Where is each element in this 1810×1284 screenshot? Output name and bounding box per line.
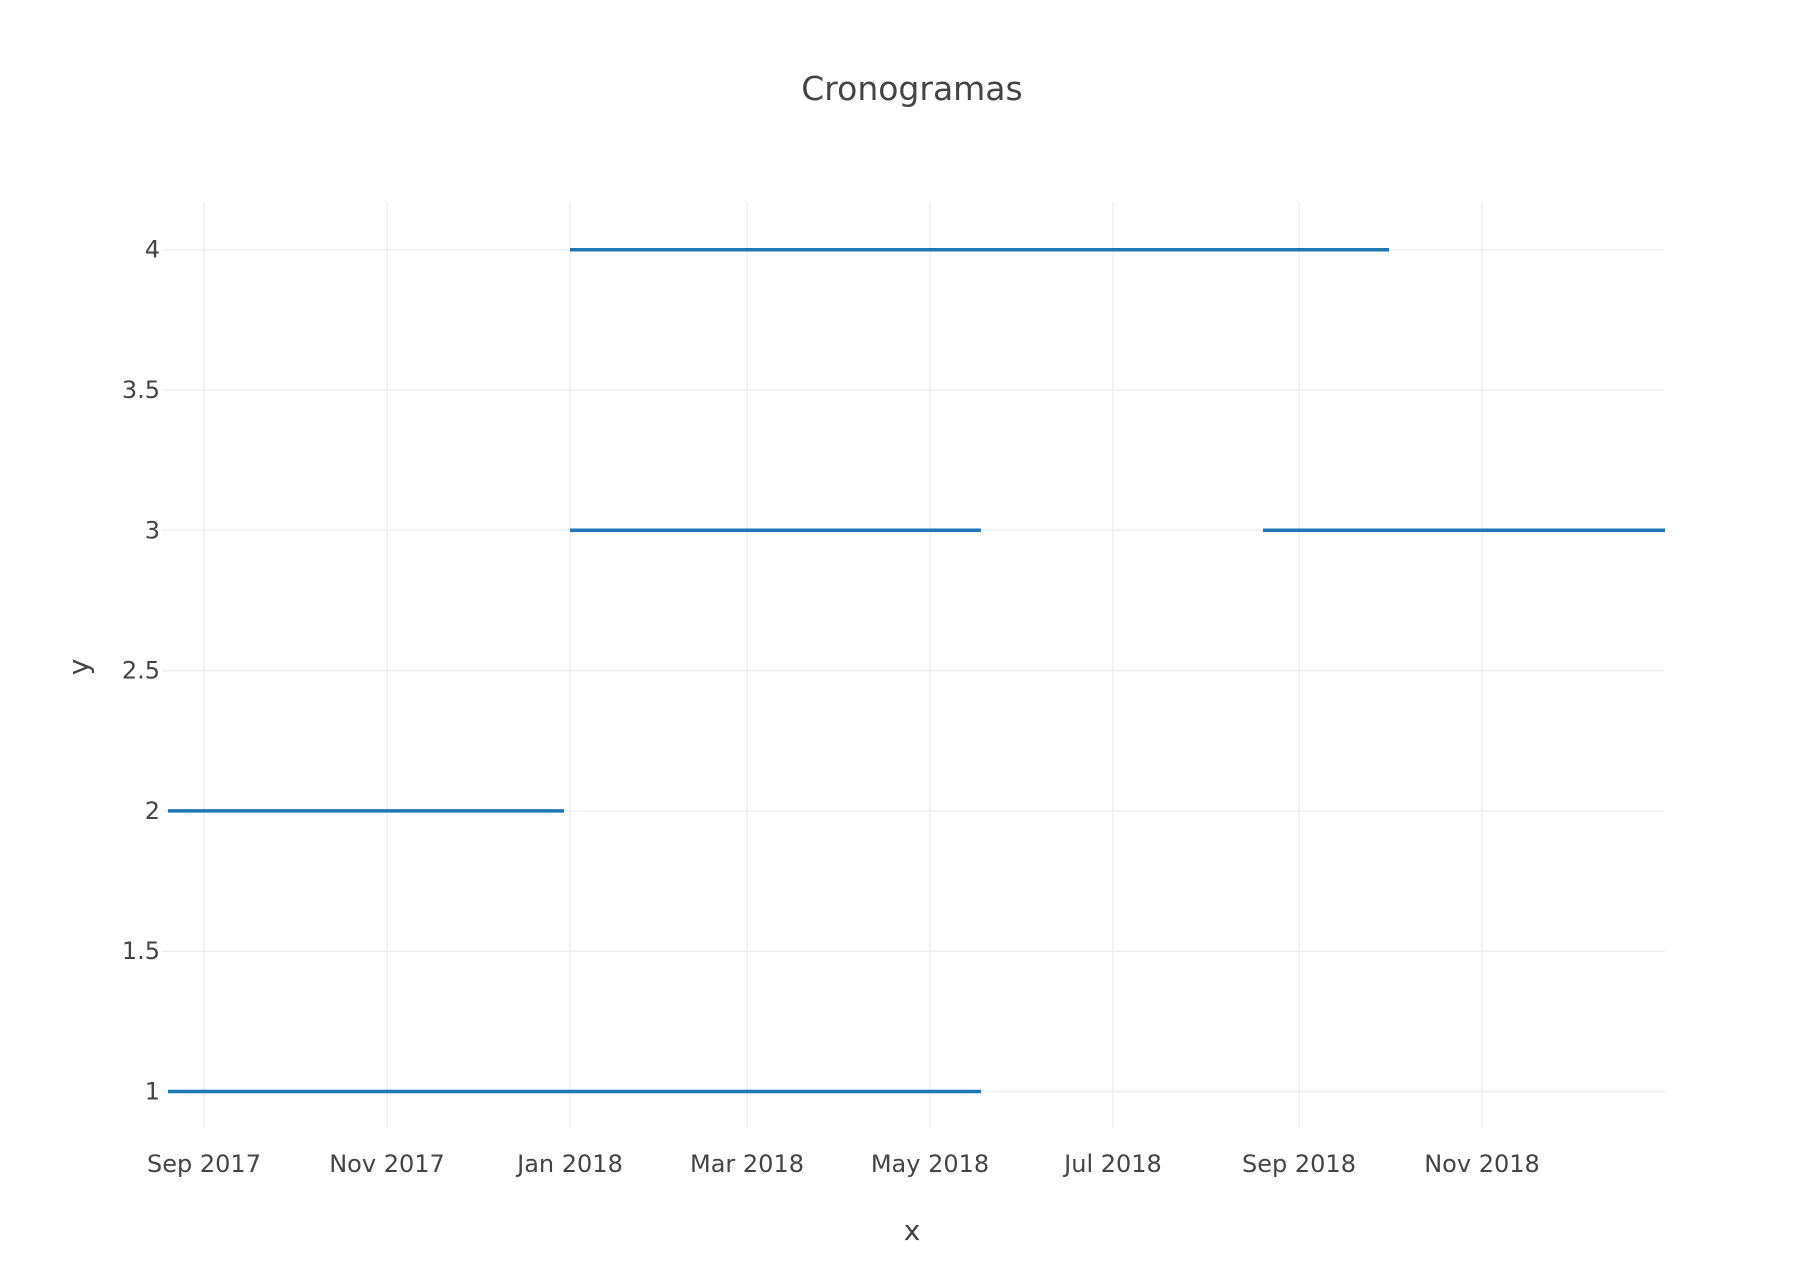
y-tick-label: 1: [145, 1078, 160, 1106]
x-tick-label: Jul 2018: [1062, 1150, 1162, 1178]
y-tick-labels: 1 1.5 2 2.5 3 3.5 4: [122, 236, 160, 1106]
x-tick-label: Nov 2017: [329, 1150, 445, 1178]
series-lines: [168, 247, 1665, 1094]
y-tick-label: 2.5: [122, 657, 160, 685]
y-tick-label: 1.5: [122, 937, 160, 965]
y-tick-label: 3: [145, 516, 160, 544]
y-tick-label: 4: [145, 236, 160, 264]
chart-title: Cronogramas: [801, 69, 1022, 108]
x-tick-label: Mar 2018: [690, 1150, 804, 1178]
y-tick-label: 3.5: [122, 376, 160, 404]
x-tick-labels: Sep 2017 Nov 2017 Jan 2018 Mar 2018 May 2018…: [147, 1150, 1540, 1178]
x-gridlines: [203, 202, 1483, 1128]
y-axis-title: y: [62, 659, 95, 676]
x-tick-label: Nov 2018: [1424, 1150, 1540, 1178]
x-tick-label: Sep 2018: [1242, 1150, 1356, 1178]
y-tick-label: 2: [145, 797, 160, 825]
x-tick-label: Jan 2018: [515, 1150, 623, 1178]
x-axis-title: x: [904, 1214, 921, 1247]
x-tick-label: Sep 2017: [147, 1150, 261, 1178]
x-tick-label: May 2018: [871, 1150, 989, 1178]
